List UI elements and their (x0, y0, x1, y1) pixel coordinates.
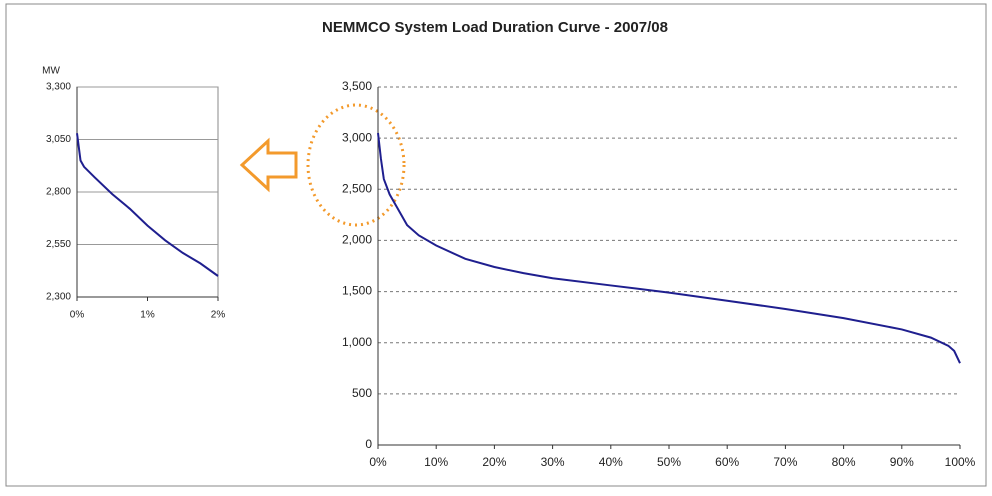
y-tick-label: 2,550 (46, 239, 71, 250)
y-axis-label: MW (42, 66, 60, 77)
x-tick-label: 50% (657, 455, 681, 469)
chart-title: NEMMCO System Load Duration Curve - 2007… (322, 19, 668, 36)
y-tick-label: 1,500 (342, 284, 372, 298)
y-tick-label: 2,300 (46, 292, 71, 303)
x-tick-label: 60% (715, 455, 739, 469)
line (377, 132, 961, 364)
x-tick-label: 0% (70, 310, 85, 321)
x-tick-label: 80% (832, 455, 856, 469)
line (76, 133, 219, 277)
y-tick-label: 3,050 (46, 134, 71, 145)
y-tick-label: 2,500 (342, 181, 372, 195)
x-tick-label: 100% (945, 455, 976, 469)
y-tick-label: 3,300 (46, 82, 71, 93)
x-tick-label: 40% (599, 455, 623, 469)
x-tick-label: 2% (211, 310, 226, 321)
x-tick-label: 70% (773, 455, 797, 469)
x-tick-label: 0% (369, 455, 387, 469)
y-tick-label: 2,800 (46, 187, 71, 198)
y-tick-label: 1,000 (342, 335, 372, 349)
x-tick-label: 10% (424, 455, 448, 469)
y-tick-label: 2,000 (342, 233, 372, 247)
y-tick-label: 500 (352, 386, 372, 400)
x-tick-label: 1% (140, 310, 155, 321)
highlight-ellipse (306, 103, 406, 227)
x-tick-label: 30% (541, 455, 565, 469)
y-tick-label: 3,000 (342, 130, 372, 144)
y-tick-label: 0 (365, 437, 372, 451)
x-tick-label: 90% (890, 455, 914, 469)
x-tick-label: 20% (482, 455, 506, 469)
y-tick-label: 3,500 (342, 79, 372, 93)
arrow (239, 137, 298, 193)
